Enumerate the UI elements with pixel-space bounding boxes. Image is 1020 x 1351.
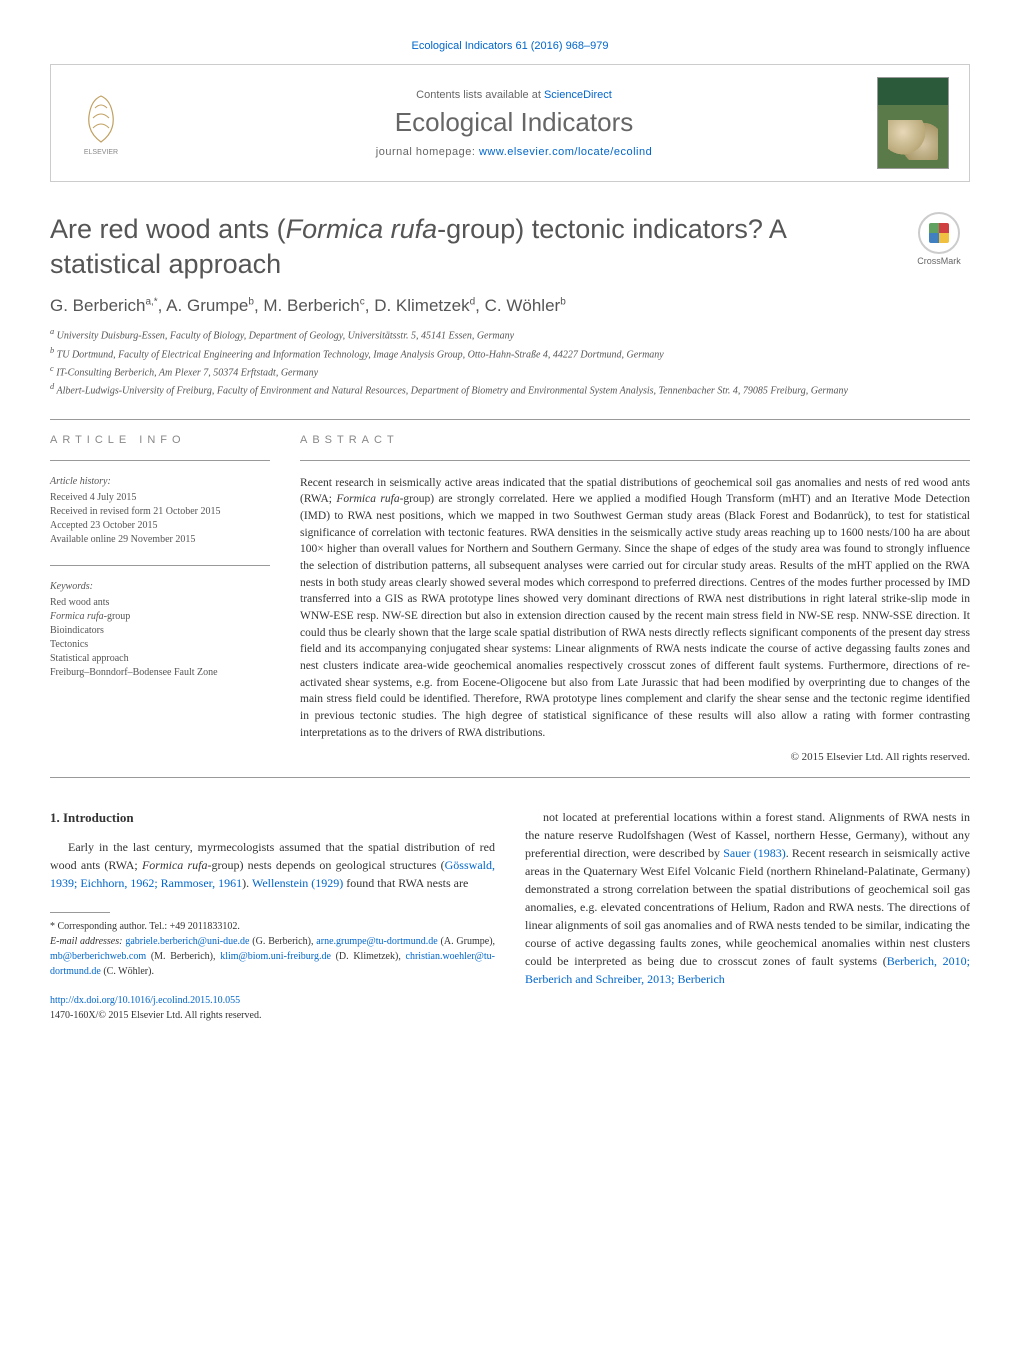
- doi-block: http://dx.doi.org/10.1016/j.ecolind.2015…: [50, 993, 495, 1023]
- corresponding-author: * Corresponding author. Tel.: +49 201183…: [50, 919, 495, 934]
- author-list: G. Berbericha,*, A. Grumpeb, M. Berberic…: [50, 296, 970, 316]
- top-citation[interactable]: Ecological Indicators 61 (2016) 968–979: [50, 40, 970, 52]
- crossmark-label: CrossMark: [917, 256, 961, 266]
- citation-link[interactable]: Berberich, 2010; Berberich and Schreiber…: [525, 954, 970, 986]
- sciencedirect-link[interactable]: ScienceDirect: [544, 89, 612, 101]
- divider: [300, 460, 970, 461]
- homepage-link[interactable]: www.elsevier.com/locate/ecolind: [479, 146, 652, 158]
- email-link[interactable]: klim@biom.uni-freiburg.de: [220, 951, 331, 962]
- affiliations: a University Duisburg-Essen, Faculty of …: [50, 326, 970, 398]
- journal-cover-thumbnail: [877, 77, 949, 169]
- article-title: Are red wood ants (Formica rufa-group) t…: [50, 212, 888, 282]
- elsevier-logo: ELSEVIER: [71, 88, 131, 158]
- contents-available: Contents lists available at ScienceDirec…: [151, 89, 877, 101]
- footnote-separator: [50, 912, 110, 913]
- body-column-left: 1. Introduction Early in the last centur…: [50, 808, 495, 1023]
- abstract-copyright: © 2015 Elsevier Ltd. All rights reserved…: [300, 751, 970, 763]
- article-info-heading: article info: [50, 434, 270, 446]
- journal-name: Ecological Indicators: [151, 107, 877, 138]
- journal-header: ELSEVIER Contents lists available at Sci…: [50, 64, 970, 182]
- divider: [50, 565, 270, 566]
- issn-copyright: 1470-160X/© 2015 Elsevier Ltd. All right…: [50, 1010, 261, 1021]
- body-paragraph: not located at preferential locations wi…: [525, 808, 970, 988]
- body-paragraph: Early in the last century, myrmecologist…: [50, 838, 495, 892]
- abstract-text: Recent research in seismically active ar…: [300, 475, 970, 742]
- email-link[interactable]: gabriele.berberich@uni-due.de: [125, 936, 249, 947]
- crossmark-icon: [918, 212, 960, 254]
- divider: [50, 460, 270, 461]
- journal-homepage: journal homepage: www.elsevier.com/locat…: [151, 146, 877, 158]
- crossmark-badge[interactable]: CrossMark: [908, 212, 970, 274]
- email-addresses: E-mail addresses: gabriele.berberich@uni…: [50, 934, 495, 979]
- svg-text:ELSEVIER: ELSEVIER: [84, 149, 118, 156]
- email-link[interactable]: mb@berberichweb.com: [50, 951, 146, 962]
- doi-link[interactable]: http://dx.doi.org/10.1016/j.ecolind.2015…: [50, 995, 240, 1006]
- divider: [50, 777, 970, 778]
- email-link[interactable]: arne.grumpe@tu-dortmund.de: [316, 936, 437, 947]
- citation-link[interactable]: Sauer (1983): [723, 846, 786, 860]
- divider: [50, 419, 970, 420]
- body-column-right: not located at preferential locations wi…: [525, 808, 970, 1023]
- article-history: Article history: Received 4 July 2015Rec…: [50, 475, 270, 547]
- footnotes: * Corresponding author. Tel.: +49 201183…: [50, 919, 495, 979]
- citation-link[interactable]: Wellenstein (1929): [252, 876, 343, 890]
- keywords: Keywords: Red wood antsFormica rufa-grou…: [50, 580, 270, 680]
- section-heading-intro: 1. Introduction: [50, 808, 495, 828]
- abstract-heading: abstract: [300, 434, 970, 446]
